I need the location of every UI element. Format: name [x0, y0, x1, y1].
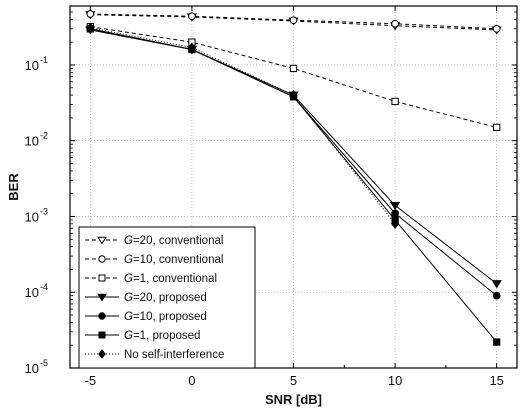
legend-marker	[98, 349, 106, 359]
series-markers-7	[86, 22, 400, 229]
data-point	[187, 42, 196, 53]
y-tick-label: 10-4	[25, 282, 48, 300]
y-tick-label: 10-3	[25, 206, 48, 224]
legend-marker	[98, 312, 106, 320]
legend-label-2: G=10, conventional	[124, 254, 223, 266]
x-tick-label: 10	[388, 373, 402, 388]
data-point	[391, 19, 399, 28]
data-point	[86, 10, 95, 18]
legend-label-5: G=10, proposed	[124, 311, 207, 323]
legend-label-4: G=20, proposed	[124, 292, 207, 304]
data-point	[492, 24, 501, 33]
data-point	[289, 64, 298, 73]
y-axis-label: BER	[6, 173, 21, 201]
legend-label-6: G=1, proposed	[124, 330, 200, 342]
legend-label-1: G=20, conventional	[124, 235, 223, 247]
data-point	[492, 291, 501, 300]
data-point	[493, 123, 501, 132]
data-point	[391, 218, 400, 229]
x-tick-label: -5	[85, 373, 97, 388]
legend-label-7: No self-interference	[124, 349, 224, 361]
data-point	[389, 201, 401, 211]
x-tick-label: 0	[188, 373, 195, 388]
data-point	[188, 12, 196, 21]
data-point	[491, 280, 502, 289]
x-axis-label: SNR [dB]	[265, 392, 322, 407]
x-tick-label: 5	[290, 373, 297, 388]
data-point	[289, 16, 298, 25]
legend-marker	[97, 236, 107, 245]
legend-marker	[98, 274, 106, 282]
legend-marker	[97, 293, 107, 302]
data-point	[289, 90, 298, 101]
legend-label-3: G=1, conventional	[124, 273, 217, 285]
series-line-7	[90, 27, 396, 225]
data-point	[391, 209, 399, 218]
y-tick-label: 10-1	[25, 55, 48, 73]
x-tick-label: 15	[489, 373, 503, 388]
data-point	[391, 97, 399, 106]
data-point	[86, 22, 95, 33]
legend: G=20, conventional G=10, conventional G=1,…	[78, 226, 256, 369]
y-tick-label: 10-5	[25, 358, 48, 376]
data-point	[493, 338, 501, 346]
legend-marker	[98, 331, 106, 339]
series-markers-2	[86, 10, 501, 33]
y-tick-label: 10-2	[25, 131, 48, 149]
legend-marker	[98, 255, 106, 263]
